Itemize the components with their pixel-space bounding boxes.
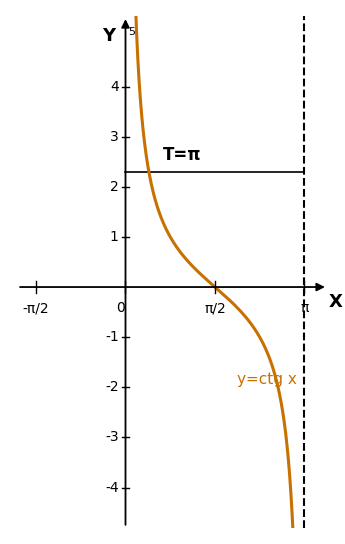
Text: 0: 0	[117, 301, 125, 315]
Text: -4: -4	[105, 480, 119, 494]
Text: X: X	[329, 293, 343, 311]
Text: π: π	[300, 301, 309, 315]
Text: T=π: T=π	[162, 146, 201, 164]
Text: 3: 3	[110, 129, 119, 144]
Text: y=ctg x: y=ctg x	[237, 372, 296, 387]
Text: 2: 2	[110, 180, 119, 194]
Text: -π/2: -π/2	[23, 301, 49, 315]
Text: 4: 4	[110, 79, 119, 94]
Text: -1: -1	[105, 330, 119, 344]
Text: -2: -2	[105, 380, 119, 394]
Text: π/2: π/2	[204, 301, 226, 315]
Text: 5: 5	[128, 27, 135, 37]
Text: 1: 1	[110, 230, 119, 244]
Text: Y: Y	[102, 27, 115, 45]
Text: -3: -3	[105, 430, 119, 444]
